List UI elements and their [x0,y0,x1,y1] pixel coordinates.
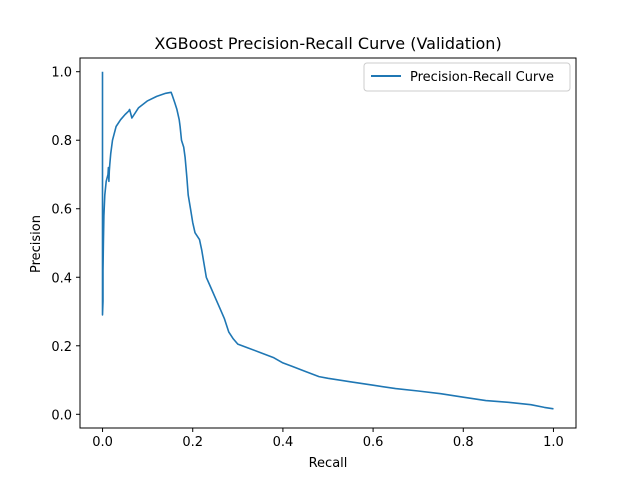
x-axis: 0.0 0.2 0.4 0.6 0.8 1.0 [92,428,564,450]
x-tick-label: 0.8 [453,435,474,450]
x-axis-label: Recall [309,456,348,471]
y-axis: 0.0 0.2 0.4 0.6 0.8 1.0 [51,66,80,423]
x-tick-label: 1.0 [543,435,564,450]
pr-curve-line [101,71,554,410]
chart-title: XGBoost Precision-Recall Curve (Validati… [154,34,501,53]
y-tick-label: 0.0 [51,408,72,423]
legend: Precision-Recall Curve [363,62,571,92]
x-tick-label: 0.0 [92,435,113,450]
y-tick-label: 0.2 [51,340,72,355]
legend-box [363,62,571,92]
x-tick-label: 0.4 [273,435,294,450]
legend-entry-label: Precision-Recall Curve [410,70,554,85]
y-tick-label: 0.6 [51,203,72,218]
y-tick-label: 0.8 [51,134,72,149]
x-tick-label: 0.6 [363,435,384,450]
y-tick-label: 1.0 [51,66,72,81]
plot-area [101,71,554,410]
plot-frame [79,57,577,429]
x-tick-label: 0.2 [182,435,203,450]
y-axis-label: Precision [29,215,44,273]
y-tick-label: 0.4 [51,271,72,286]
